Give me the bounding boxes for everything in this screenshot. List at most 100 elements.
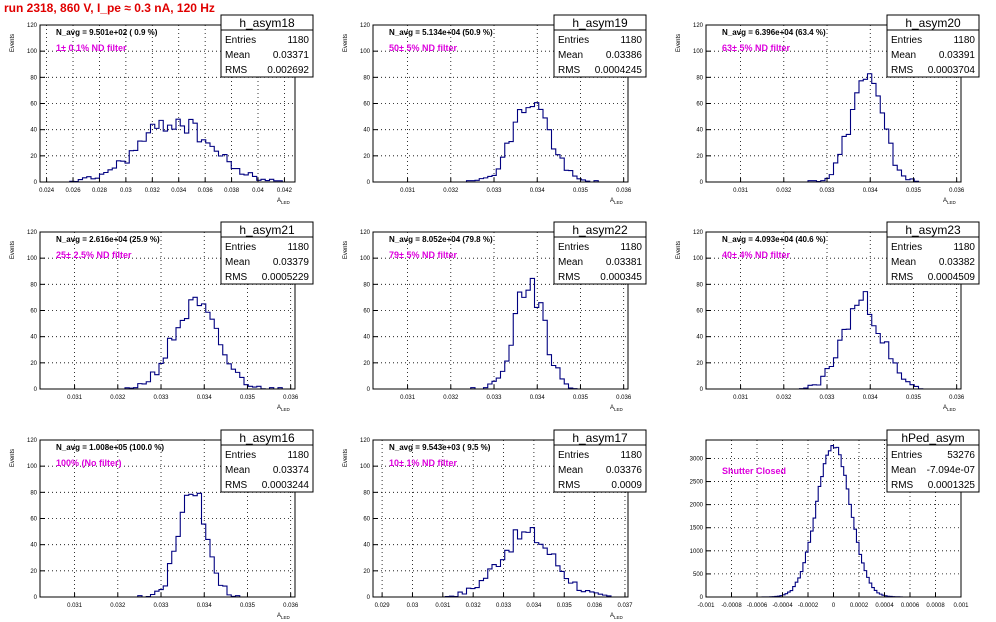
y-tick-label: 80 <box>363 75 370 81</box>
y-tick-label: 40 <box>696 335 703 341</box>
y-tick-label: 120 <box>360 438 371 444</box>
stats-key: Entries <box>558 35 589 46</box>
navg-label: N_avg = 5.134e+04 (50.9 %) <box>389 28 493 37</box>
x-tick-label: 0.034 <box>863 395 879 401</box>
y-tick-label: 100 <box>360 464 371 470</box>
x-tick-label: 0.031 <box>733 395 749 401</box>
filter-label: 63± 5% ND filter <box>722 43 790 53</box>
y-tick-label: 120 <box>27 23 38 29</box>
histogram-line <box>40 492 295 598</box>
y-tick-label: 120 <box>360 23 371 29</box>
stats-value: 0.0004509 <box>928 272 976 283</box>
histogram-line <box>40 118 295 183</box>
y-tick-label: 500 <box>693 572 704 578</box>
filter-label: 100% (No filter) <box>56 458 122 468</box>
stats-key: RMS <box>558 272 581 283</box>
x-tick-label: 0.035 <box>906 188 922 194</box>
x-tick-label: 0.034 <box>171 188 187 194</box>
y-tick-label: 40 <box>696 128 703 134</box>
stats-key: Mean <box>558 50 583 61</box>
y-tick-label: 20 <box>30 569 37 575</box>
y-tick-label: 20 <box>363 361 370 367</box>
histogram-title: h_asym18 <box>239 16 295 30</box>
x-tick-label: 0.032 <box>776 395 792 401</box>
x-tick-label: 0.035 <box>906 395 922 401</box>
y-tick-label: 20 <box>696 154 703 160</box>
x-tick-label: 0.032 <box>443 395 459 401</box>
filter-label: 79± 5% ND filter <box>389 250 457 260</box>
stats-key: Entries <box>891 242 922 253</box>
y-tick-label: 0 <box>34 387 38 393</box>
stats-value: 0.0004245 <box>595 65 643 76</box>
filter-label: Shutter Closed <box>722 466 786 476</box>
x-axis-label: ALED <box>277 405 291 412</box>
x-tick-label: 0.03 <box>120 188 132 194</box>
x-tick-label: 0.032 <box>466 603 482 609</box>
y-tick-label: 100 <box>27 49 38 55</box>
stats-key: Mean <box>225 465 250 476</box>
histogram-line <box>373 527 628 598</box>
x-tick-label: 0.034 <box>197 395 213 401</box>
navg-label: N_avg = 4.093e+04 (40.6 %) <box>722 235 826 244</box>
x-tick-label: 0.036 <box>198 188 214 194</box>
x-tick-label: 0.032 <box>145 188 161 194</box>
x-tick-label: 0.031 <box>435 603 451 609</box>
histogram-title: hPed_asym <box>901 431 964 445</box>
x-tick-label: 0.033 <box>487 395 503 401</box>
stats-box <box>220 429 314 493</box>
stats-box <box>886 14 980 78</box>
stats-key: RMS <box>558 480 581 491</box>
panel-h_asym19: 0.031 0.032 0.033 0.034 0.035 0.036 0 20 40 60 80 1… <box>343 14 647 205</box>
stats-value: 0.0003244 <box>262 480 310 491</box>
x-tick-label: 0.035 <box>573 395 589 401</box>
y-tick-label: 60 <box>30 309 37 315</box>
x-tick-label: 0.033 <box>154 395 170 401</box>
x-tick-label: 0.0002 <box>850 603 869 609</box>
x-axis-label: ALED <box>610 405 624 412</box>
y-tick-label: 40 <box>30 335 37 341</box>
stats-key: Mean <box>558 465 583 476</box>
x-tick-label: 0.0004 <box>875 603 894 609</box>
y-tick-label: 80 <box>30 75 37 81</box>
stats-value: 1180 <box>287 450 309 461</box>
x-axis-label: ALED <box>943 405 957 412</box>
stats-value: 0.0001325 <box>928 480 976 491</box>
panel-h_asym22: 0.031 0.032 0.033 0.034 0.035 0.036 0 20 40 60 80 1… <box>343 221 647 412</box>
y-tick-label: 80 <box>363 490 370 496</box>
y-tick-label: 1000 <box>690 549 704 555</box>
y-axis-label: Events <box>343 449 349 467</box>
histogram-title: h_asym16 <box>239 431 295 445</box>
y-tick-label: 60 <box>30 517 37 523</box>
x-tick-label: 0.033 <box>820 395 836 401</box>
x-tick-label: 0.036 <box>616 188 632 194</box>
stats-key: Mean <box>558 257 583 268</box>
x-tick-label: 0.035 <box>240 395 256 401</box>
stats-value: 1180 <box>953 242 975 253</box>
x-tick-label: 0.032 <box>110 603 126 609</box>
stats-value: 0.0003704 <box>928 65 976 76</box>
stats-value: 0.03391 <box>939 50 976 61</box>
x-tick-label: 0.042 <box>277 188 293 194</box>
y-tick-label: 120 <box>360 230 371 236</box>
x-axis-label: ALED <box>277 613 291 620</box>
y-tick-label: 0 <box>700 180 704 186</box>
x-tick-label: 0.028 <box>92 188 108 194</box>
stats-key: Entries <box>225 242 256 253</box>
x-tick-label: 0.033 <box>820 188 836 194</box>
y-tick-label: 0 <box>34 595 38 601</box>
x-axis-label: ALED <box>610 198 624 205</box>
y-tick-label: 20 <box>363 569 370 575</box>
x-tick-label: 0.03 <box>407 603 419 609</box>
stats-key: Entries <box>891 35 922 46</box>
y-axis-label: Events <box>10 34 16 52</box>
stats-value: 1180 <box>287 35 309 46</box>
y-tick-label: 20 <box>696 361 703 367</box>
filter-label: 1± 0.1% ND filter <box>56 43 127 53</box>
stats-key: Mean <box>891 257 916 268</box>
x-tick-label: 0.031 <box>67 603 83 609</box>
x-tick-label: -0.0008 <box>721 603 742 609</box>
stats-key: Entries <box>225 35 256 46</box>
x-tick-label: -0.0006 <box>747 603 768 609</box>
x-tick-label: 0.032 <box>110 395 126 401</box>
